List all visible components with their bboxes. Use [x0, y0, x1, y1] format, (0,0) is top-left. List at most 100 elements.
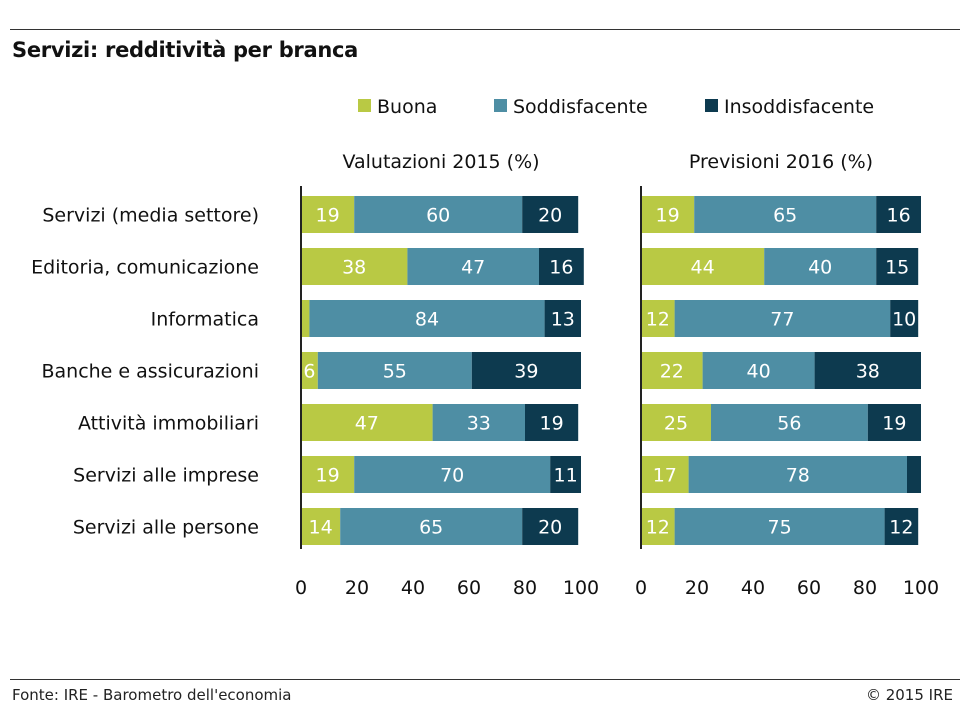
legend-label-buona: Buona — [377, 96, 437, 118]
bar-segment — [876, 196, 921, 233]
source-note: Fonte: IRE - Barometro dell'economia — [12, 686, 292, 704]
data-label: 47 — [355, 413, 379, 435]
bar-segment — [890, 300, 919, 337]
data-label: 65 — [419, 517, 443, 539]
data-label: 44 — [691, 257, 715, 279]
data-label: 38 — [856, 361, 880, 383]
bar-segment — [522, 508, 579, 545]
data-label: 12 — [889, 517, 913, 539]
data-label: 33 — [467, 413, 491, 435]
category-label: Banche e assicurazioni — [41, 361, 259, 383]
bar-segment — [354, 456, 551, 493]
bar-segment — [301, 300, 310, 337]
bar-segment — [711, 404, 868, 441]
data-label: 19 — [316, 205, 340, 227]
bar-segment — [876, 248, 919, 285]
bar-segment — [354, 196, 523, 233]
data-label: 12 — [646, 309, 670, 331]
data-label: 16 — [887, 205, 911, 227]
legend-swatch-insoddisfacente — [705, 99, 718, 112]
data-label: 13 — [551, 309, 575, 331]
category-label: Informatica — [151, 309, 259, 331]
bar-segment — [702, 352, 815, 389]
bar-segment — [309, 300, 545, 337]
bar-segment — [641, 456, 689, 493]
x-tick-label: 40 — [741, 577, 765, 599]
bar-segment — [694, 196, 877, 233]
bar-segment — [544, 300, 581, 337]
data-label: 19 — [882, 413, 906, 435]
data-label: 6 — [303, 361, 315, 383]
bar-segment — [550, 456, 581, 493]
data-label: 22 — [660, 361, 684, 383]
legend-label-insoddisfacente: Insoddisfacente — [724, 96, 874, 118]
x-tick-label: 80 — [853, 577, 877, 599]
data-label: 84 — [415, 309, 439, 331]
bar-segment — [317, 352, 472, 389]
bar-segment — [301, 248, 408, 285]
data-label: 20 — [538, 205, 562, 227]
bar-segment — [814, 352, 921, 389]
x-tick-label: 100 — [563, 577, 599, 599]
data-label: 14 — [309, 517, 333, 539]
data-label: 19 — [316, 465, 340, 487]
bar-segment — [764, 248, 877, 285]
data-label: 10 — [892, 309, 916, 331]
data-label: 16 — [549, 257, 573, 279]
data-label: 65 — [773, 205, 797, 227]
data-label: 38 — [342, 257, 366, 279]
bar-segment — [539, 248, 584, 285]
x-tick-label: 0 — [635, 577, 647, 599]
x-tick-label: 60 — [457, 577, 481, 599]
bar-segment — [688, 456, 907, 493]
bar-segment — [641, 196, 695, 233]
copyright-note: © 2015 IRE — [865, 686, 953, 704]
bar-segment — [301, 456, 355, 493]
bar-segment — [432, 404, 525, 441]
x-tick-label: 20 — [685, 577, 709, 599]
x-tick-label: 0 — [295, 577, 307, 599]
panel-title: Valutazioni 2015 (%) — [342, 151, 539, 173]
data-label: 78 — [786, 465, 810, 487]
x-tick-label: 20 — [345, 577, 369, 599]
legend-swatch-buona — [358, 99, 371, 112]
chart-title: Servizi: redditività per branca — [12, 38, 359, 62]
data-label: 15 — [885, 257, 909, 279]
bar-segment — [407, 248, 539, 285]
bar-segment — [471, 352, 581, 389]
bar-segment — [301, 508, 341, 545]
category-label: Servizi alle persone — [73, 517, 259, 539]
bar-segment — [641, 508, 675, 545]
data-label: 47 — [461, 257, 485, 279]
x-tick-label: 80 — [513, 577, 537, 599]
data-label: 40 — [808, 257, 832, 279]
bar-segment — [641, 404, 711, 441]
data-label: 60 — [426, 205, 450, 227]
category-label: Attività immobiliari — [78, 413, 259, 435]
bar-segment — [867, 404, 921, 441]
data-label: 75 — [768, 517, 792, 539]
bar-segment — [907, 456, 921, 493]
bar-segment — [641, 352, 703, 389]
bar-segment — [674, 300, 891, 337]
bar-segment — [641, 300, 675, 337]
category-label: Servizi (media settore) — [42, 205, 259, 227]
bar-segment — [301, 404, 433, 441]
bar-segment — [674, 508, 885, 545]
data-label: 55 — [383, 361, 407, 383]
bar-segment — [340, 508, 523, 545]
legend-swatch-soddisfacente — [494, 99, 507, 112]
bar-segment — [301, 196, 355, 233]
x-tick-label: 100 — [903, 577, 939, 599]
data-label: 25 — [664, 413, 688, 435]
bottom-rule — [10, 679, 960, 680]
data-label: 19 — [540, 413, 564, 435]
data-label: 19 — [656, 205, 680, 227]
bar-segment — [301, 352, 318, 389]
data-label: 39 — [514, 361, 538, 383]
panel-title: Previsioni 2016 (%) — [689, 151, 873, 173]
data-label: 77 — [770, 309, 794, 331]
category-label: Servizi alle imprese — [73, 465, 259, 487]
data-label: 17 — [653, 465, 677, 487]
